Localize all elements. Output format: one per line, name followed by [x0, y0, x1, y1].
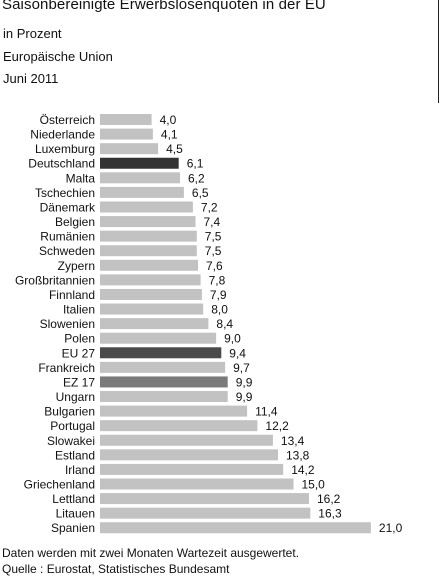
- bar-deutschland: [100, 157, 179, 169]
- bar-belgien: [100, 216, 196, 228]
- bar-slowakei: [100, 434, 273, 446]
- bar-frankreich: [100, 361, 226, 373]
- category-label-malta: Malta: [66, 171, 96, 185]
- category-label-slowenien: Slowenien: [40, 317, 95, 331]
- header-divider-line: [438, 0, 439, 103]
- value-label-niederlande: 4,1: [161, 128, 178, 142]
- bar-estland: [100, 449, 278, 461]
- category-label-bulgarien: Bulgarien: [44, 405, 95, 419]
- category-label-litauen: Litauen: [56, 507, 95, 521]
- bar-spanien: [100, 522, 371, 534]
- value-label-polen: 9,0: [224, 332, 241, 346]
- bar-großbritannien: [100, 274, 201, 286]
- bar-tschechien: [100, 186, 184, 198]
- category-label-österreich: Österreich: [40, 113, 95, 127]
- category-label-niederlande: Niederlande: [30, 128, 95, 142]
- bar-luxemburg: [100, 143, 159, 155]
- value-label-ungarn: 9,9: [236, 390, 253, 404]
- bar-slowenien: [100, 318, 209, 330]
- bar-bulgarien: [100, 405, 248, 417]
- bar-ungarn: [100, 391, 228, 403]
- category-label-estland: Estland: [55, 448, 95, 462]
- value-label-ez-17: 9,9: [236, 375, 253, 389]
- bar-polen: [100, 332, 217, 344]
- value-label-griechenland: 15,0: [302, 478, 326, 492]
- value-label-slowenien: 8,4: [216, 317, 233, 331]
- category-label-griechenland: Griechenland: [24, 478, 95, 492]
- bar-österreich: [100, 114, 152, 125]
- value-label-bulgarien: 11,4: [255, 405, 278, 419]
- value-label-litauen: 16,3: [318, 507, 342, 521]
- value-label-österreich: 4,0: [160, 113, 177, 127]
- category-label-italien: Italien: [63, 303, 95, 317]
- value-label-slowakei: 13,4: [281, 434, 305, 448]
- value-label-spanien: 21,0: [379, 521, 403, 535]
- category-label-zypern: Zypern: [58, 259, 95, 273]
- category-label-finnland: Finnland: [49, 288, 95, 302]
- bar-irland: [100, 463, 284, 475]
- value-label-luxemburg: 4,5: [166, 142, 183, 156]
- category-label-tschechien: Tschechien: [35, 186, 95, 200]
- value-label-lettland: 16,2: [317, 492, 341, 506]
- category-label-rumänien: Rumänien: [40, 230, 95, 244]
- value-label-italien: 8,0: [211, 303, 228, 317]
- date-label: Juni 2011: [3, 71, 59, 86]
- value-label-großbritannien: 7,8: [209, 273, 226, 287]
- bar-portugal: [100, 420, 258, 432]
- value-label-dänemark: 7,2: [201, 200, 218, 214]
- category-label-schweden: Schweden: [39, 244, 95, 258]
- bar-griechenland: [100, 478, 294, 490]
- value-label-frankreich: 9,7: [233, 361, 250, 375]
- category-label-frankreich: Frankreich: [38, 361, 95, 375]
- category-label-spanien: Spanien: [51, 521, 95, 535]
- value-label-finnland: 7,9: [210, 288, 227, 302]
- value-label-rumänien: 7,5: [205, 230, 222, 244]
- value-label-belgien: 7,4: [204, 215, 221, 229]
- bar-zypern: [100, 259, 198, 271]
- value-label-deutschland: 6,1: [187, 157, 204, 171]
- category-label-luxemburg: Luxemburg: [35, 142, 95, 156]
- category-label-belgien: Belgien: [55, 215, 95, 229]
- bar-lettland: [100, 493, 309, 505]
- value-label-estland: 13,8: [286, 448, 310, 462]
- value-label-malta: 6,2: [188, 171, 205, 185]
- bar-malta: [100, 172, 180, 184]
- bar-ez-17: [100, 376, 228, 388]
- bar-rumänien: [100, 230, 197, 242]
- category-label-ez-17: EZ 17: [63, 375, 95, 389]
- category-label-lettland: Lettland: [52, 492, 95, 506]
- value-label-eu-27: 9,4: [229, 346, 246, 360]
- bar-finnland: [100, 288, 202, 300]
- region-label: Europäische Union: [3, 49, 113, 64]
- category-label-portugal: Portugal: [50, 419, 95, 433]
- value-label-zypern: 7,6: [206, 259, 223, 273]
- category-label-deutschland: Deutschland: [28, 157, 95, 171]
- bar-dänemark: [100, 201, 193, 213]
- footnote: Daten werden mit zwei Monaten Wartezeit …: [2, 546, 300, 560]
- unit-label: in Prozent: [3, 26, 62, 41]
- category-label-ungarn: Ungarn: [56, 390, 95, 404]
- bar-niederlande: [100, 128, 153, 140]
- category-label-polen: Polen: [64, 332, 95, 346]
- category-label-eu-27: EU 27: [62, 346, 96, 360]
- value-label-irland: 14,2: [291, 463, 315, 477]
- category-label-irland: Irland: [65, 463, 95, 477]
- bar-litauen: [100, 507, 311, 519]
- category-label-dänemark: Dänemark: [40, 200, 96, 214]
- value-label-portugal: 12,2: [265, 419, 289, 433]
- category-label-slowakei: Slowakei: [47, 434, 95, 448]
- bar-eu-27: [100, 347, 222, 359]
- chart-title: Saisonbereinigte Erwerbslosenquoten in d…: [2, 0, 326, 13]
- bar-schweden: [100, 245, 197, 257]
- source-note: Quelle : Eurostat, Statistisches Bundesa…: [2, 562, 230, 576]
- category-label-großbritannien: Großbritannien: [15, 273, 95, 287]
- bar-italien: [100, 303, 204, 315]
- value-label-schweden: 7,5: [205, 244, 222, 258]
- value-label-tschechien: 6,5: [192, 186, 209, 200]
